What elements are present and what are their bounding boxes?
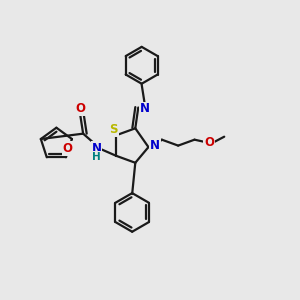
Text: O: O bbox=[75, 103, 85, 116]
Text: O: O bbox=[204, 136, 214, 149]
Text: O: O bbox=[62, 142, 73, 154]
Text: H: H bbox=[92, 152, 101, 161]
Text: N: N bbox=[150, 139, 160, 152]
Text: N: N bbox=[140, 103, 150, 116]
Text: S: S bbox=[110, 123, 118, 136]
Text: N: N bbox=[92, 142, 101, 155]
